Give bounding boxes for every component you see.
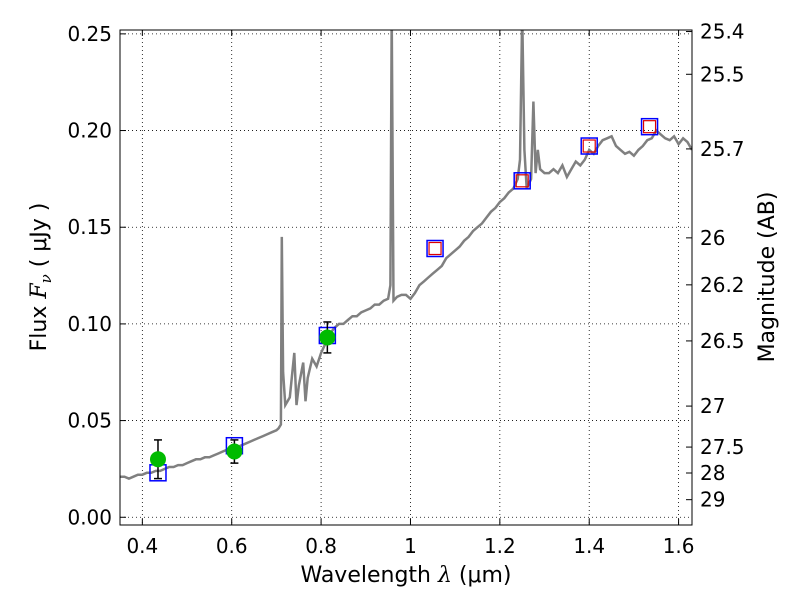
plot-frame	[119, 29, 693, 526]
magnitude-tick-labels: 25.4 25.5 25.7 26 26.2 26.5 27 27.528 29	[700, 20, 745, 512]
upper-limit-square	[515, 174, 529, 188]
model-photometry-markers	[149, 117, 659, 482]
magnitude-tick-label: 28	[700, 461, 725, 485]
magnitude-tick-label: 29	[700, 488, 725, 512]
magnitude-tick-label: 26.5	[700, 329, 745, 353]
x-tick-label: 1.4	[573, 534, 605, 558]
observed-photometry-markers	[149, 321, 336, 480]
plot-area	[120, 30, 692, 482]
model-photometry-square	[426, 239, 444, 258]
y-tick-label: 0.10	[67, 312, 112, 336]
magnitude-tick-label: 26.2	[700, 273, 745, 297]
x-tick-label: 1.6	[663, 534, 695, 558]
x-tick-labels: 0.4 0.6 0.8 1 1.2 1.4 1.6	[126, 534, 694, 558]
observed-photometry-point	[319, 329, 336, 346]
y-tick-label: 0.15	[67, 215, 112, 239]
x-tick-label: 0.6	[216, 534, 248, 558]
x-tick-label: 1.2	[484, 534, 516, 558]
magnitude-tick-label: 25.7	[700, 137, 745, 161]
magnitude-tick-label: 27.5	[700, 435, 745, 459]
y-tick-label: 0.20	[67, 119, 112, 143]
y-tick-label: 0.25	[67, 22, 112, 46]
y-tick-label: 0.05	[67, 409, 112, 433]
model-spectrum-line	[120, 30, 692, 480]
model-photometry-square	[513, 172, 531, 190]
axis-ticks	[120, 30, 692, 525]
x-axis-label: Wavelength λ (μm)	[300, 563, 511, 588]
magnitude-tick-label: 25.5	[700, 62, 745, 86]
upper-limit-square	[428, 241, 442, 256]
x-tick-label: 0.8	[305, 534, 337, 558]
y-axis-label: Flux Fν ( μJy )	[27, 203, 55, 352]
observed-photometry-point	[226, 443, 243, 460]
y-tick-label: 0.00	[67, 505, 112, 529]
x-tick-label: 1	[404, 534, 417, 558]
magnitude-tick-label: 27	[700, 394, 725, 418]
upper-limit-markers	[428, 120, 657, 256]
magnitude-axis-label: Magnitude (AB)	[755, 192, 780, 363]
x-tick-label: 0.4	[126, 534, 158, 558]
model-photometry-square	[640, 117, 659, 136]
magnitude-tick-label: 25.4	[700, 20, 745, 44]
y-tick-labels: 0.00 0.05 0.10 0.15 0.20 0.25	[67, 22, 112, 529]
observed-photometry-point	[149, 451, 166, 468]
model-photometry-square	[580, 137, 598, 155]
gridlines	[120, 30, 692, 525]
upper-limit-square	[642, 120, 657, 134]
magnitude-tick-label: 26	[700, 226, 725, 250]
upper-limit-square	[582, 139, 596, 153]
